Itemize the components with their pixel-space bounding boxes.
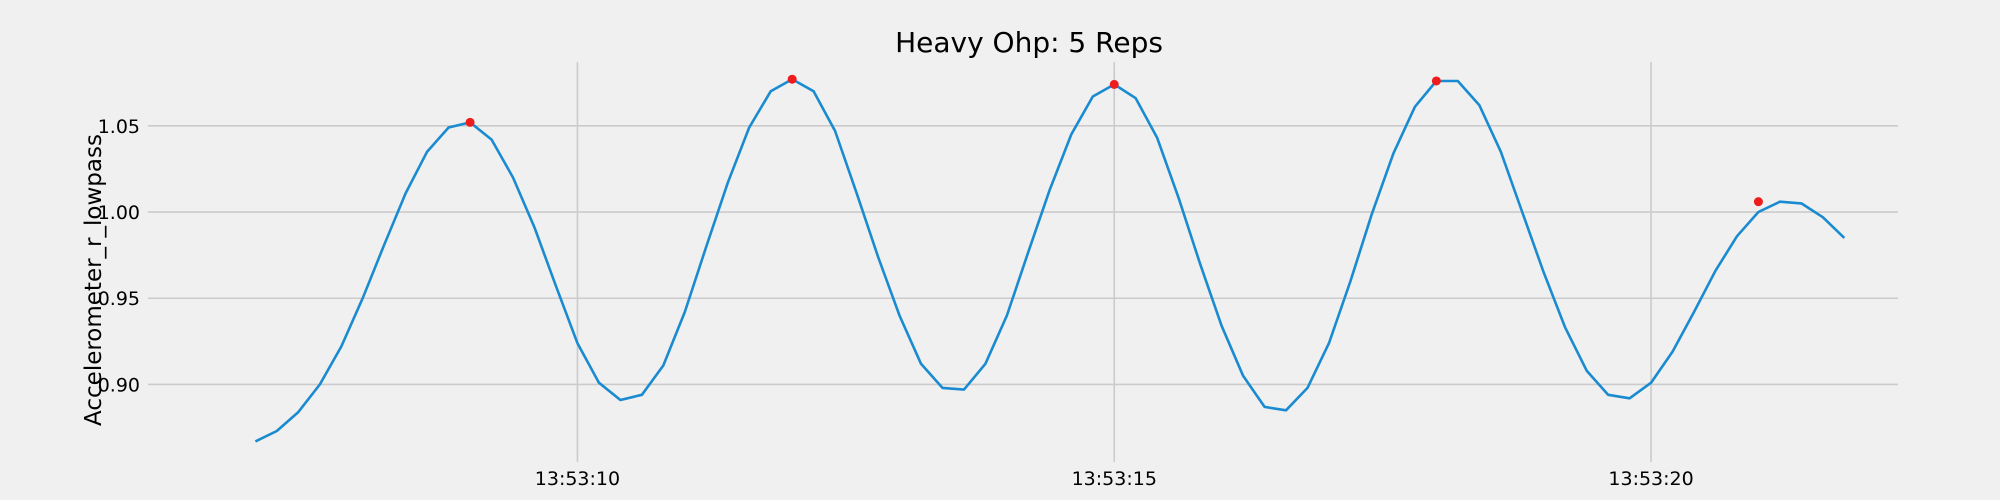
peak-marker xyxy=(465,117,475,127)
y-axis-label: Accelerometer_r_lowpass xyxy=(81,134,107,426)
peak-marker xyxy=(1431,76,1441,86)
y-tick-label: 0.90 xyxy=(98,374,140,396)
grid-lines xyxy=(148,62,1898,462)
tick-labels: 0.90 0.95 1.00 1.05 13:53:10 13:53:15 13:53:20 xyxy=(98,116,1694,490)
y-tick-label: 1.05 xyxy=(98,116,140,138)
y-tick-label: 1.00 xyxy=(98,202,140,224)
x-tick-label: 13:53:15 xyxy=(1072,468,1157,490)
x-tick-label: 13:53:20 xyxy=(1608,468,1693,490)
series-line xyxy=(254,77,1846,443)
y-tick-label: 0.95 xyxy=(98,288,140,310)
peak-markers xyxy=(465,74,1763,207)
peak-marker xyxy=(1753,197,1763,207)
x-tick-label: 13:53:10 xyxy=(535,468,620,490)
peak-marker xyxy=(1109,79,1119,89)
series xyxy=(254,77,1846,443)
chart-title: Heavy Ohp: 5 Reps xyxy=(895,26,1163,59)
peak-marker xyxy=(787,74,797,84)
